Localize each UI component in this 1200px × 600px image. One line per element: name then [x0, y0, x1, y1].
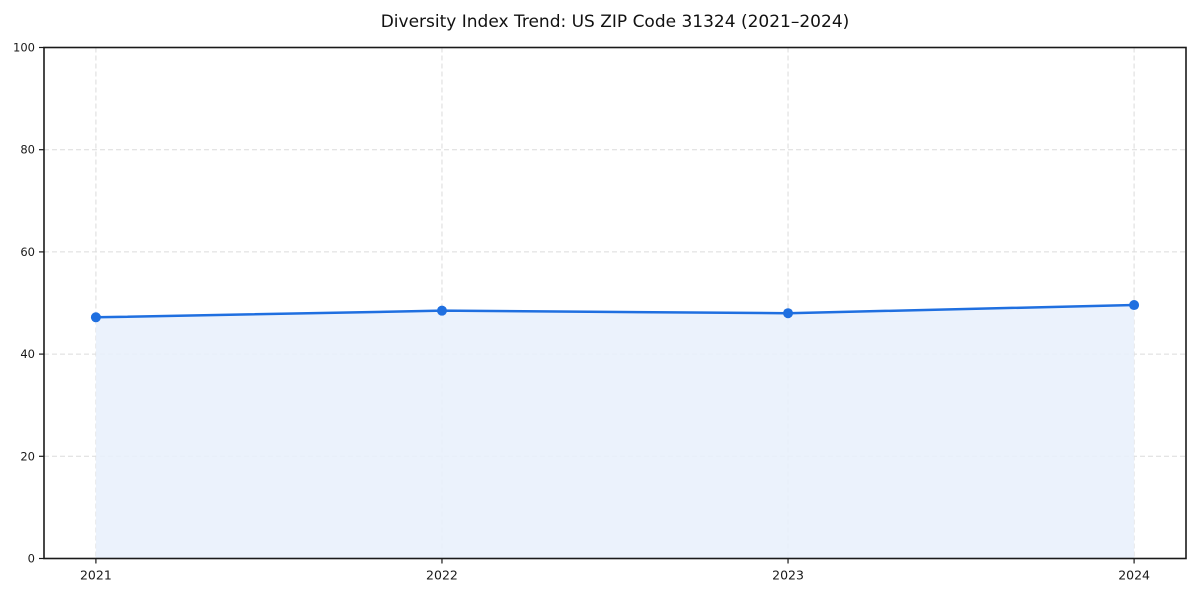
x-tick-label: 2023 [772, 568, 804, 583]
data-point-2021 [90, 312, 101, 323]
data-point-2022 [436, 305, 447, 316]
y-tick-label: 60 [20, 245, 35, 259]
y-tick-label: 100 [13, 41, 35, 55]
trend-line [94, 303, 1136, 319]
x-tick-label: 2021 [80, 568, 112, 583]
x-tick-label: 2022 [426, 568, 458, 583]
y-tick-label: 40 [20, 347, 35, 361]
chart-title: Diversity Index Trend: US ZIP Code 31324… [380, 12, 850, 32]
plot-border [43, 46, 1187, 560]
area-fill [95, 305, 1135, 559]
x-tick-label: 2024 [1118, 568, 1150, 583]
y-tick-label: 0 [28, 552, 35, 566]
y-tick-label: 80 [20, 143, 35, 157]
data-point-2024 [1129, 300, 1140, 311]
y-tick-label: 20 [20, 449, 35, 463]
data-point-2023 [783, 308, 794, 319]
